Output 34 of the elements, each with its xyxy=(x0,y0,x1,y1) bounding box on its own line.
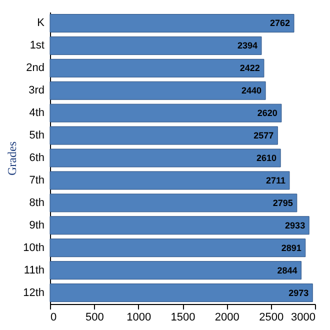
y-tick-label: 4th xyxy=(29,107,44,120)
y-tick-label: K xyxy=(37,17,46,30)
y-tick-label: 6th xyxy=(29,152,44,164)
x-tick-label: 2500 xyxy=(259,312,284,324)
y-tick-label: 5th xyxy=(29,130,44,142)
y-tick-label: 8th xyxy=(29,196,44,209)
y-tick-label: 2nd xyxy=(26,62,44,74)
data-label: 2795 xyxy=(272,198,293,208)
data-label: 2422 xyxy=(240,63,260,74)
x-tick-label: 500 xyxy=(85,312,104,324)
y-tick-label: 10th xyxy=(23,242,44,254)
data-label: 2891 xyxy=(281,242,302,253)
x-tick-label: 3000 xyxy=(291,312,316,324)
data-label: 2844 xyxy=(277,265,298,276)
y-axis-title: Grades xyxy=(5,141,20,176)
x-tick-label: 1500 xyxy=(170,312,196,324)
data-label: 2394 xyxy=(237,40,258,51)
y-tick-label: 12th xyxy=(23,286,44,299)
data-label: 2440 xyxy=(242,86,262,96)
data-label: 2610 xyxy=(256,153,277,163)
data-label: 2577 xyxy=(254,130,274,141)
data-label: 2762 xyxy=(270,18,290,28)
x-tick-label: 1000 xyxy=(126,312,152,324)
y-tick-label: 9th xyxy=(29,219,44,232)
y-tick-label: 3rd xyxy=(28,84,44,97)
data-label: 2973 xyxy=(288,288,309,298)
x-tick-label: 2000 xyxy=(214,312,240,324)
data-label: 2711 xyxy=(266,175,286,186)
data-label: 2620 xyxy=(257,108,278,118)
data-label: 2933 xyxy=(285,220,306,230)
x-tick-label: 0 xyxy=(50,312,57,324)
y-tick-label: 11th xyxy=(24,264,44,276)
y-tick-label: 7th xyxy=(29,174,44,186)
y-tick-label: 1st xyxy=(30,40,44,52)
